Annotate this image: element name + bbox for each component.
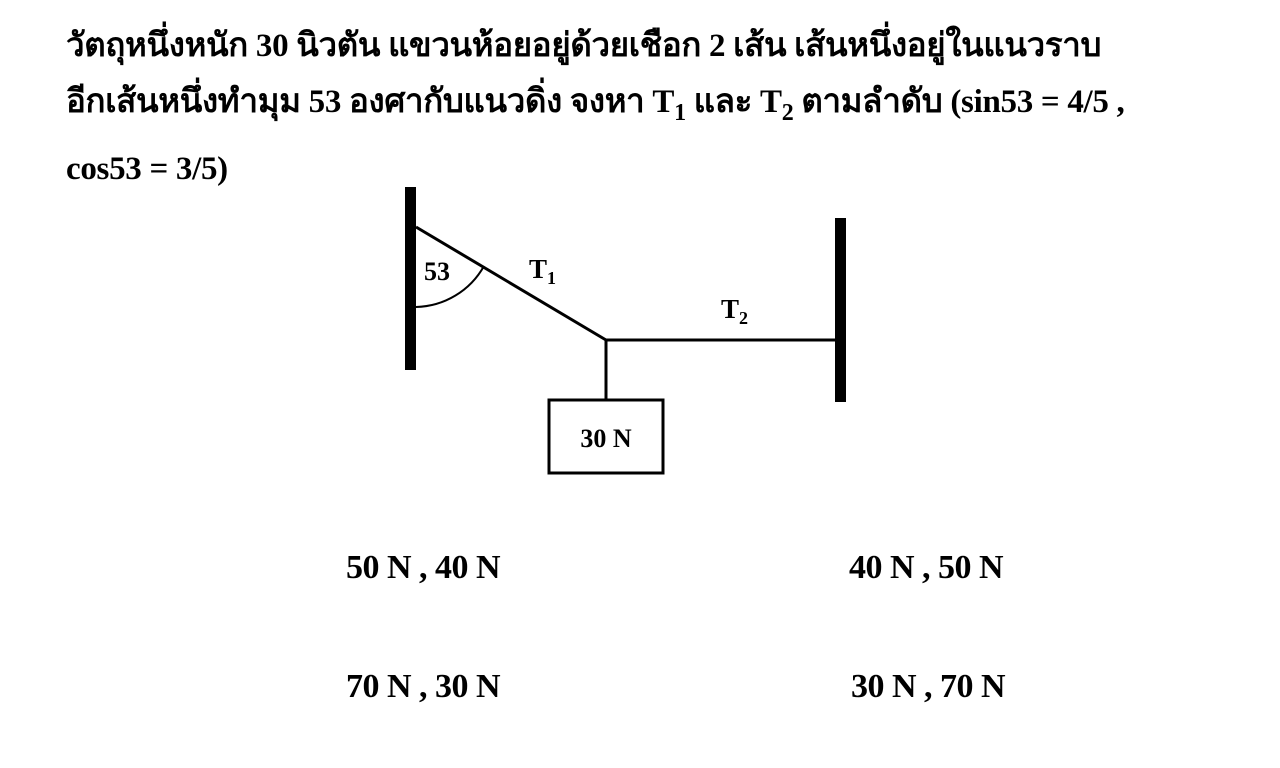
question-text: วัตถุหนึ่งหนัก 30 นิวตัน แขวนห้อยอยู่ด้ว…: [66, 18, 1226, 197]
choice-3[interactable]: 70 N , 30 N: [346, 668, 501, 705]
t1-subscript: 1: [674, 100, 686, 126]
left-wall: [405, 187, 416, 370]
question-line-3: cos53 = 3/5): [66, 151, 228, 187]
angle-label: 53: [424, 257, 450, 286]
t1-label-letter: T: [529, 254, 547, 284]
right-wall: [835, 218, 846, 402]
question-line-1: วัตถุหนึ่งหนัก 30 นิวตัน แขวนห้อยอยู่ด้ว…: [66, 28, 1102, 64]
question-line-2-start: อีกเส้นหนึ่งทำมุม 53 องศากับแนวดิ่ง จงหา…: [66, 84, 675, 120]
weight-box: [547, 398, 665, 475]
t1-label-subscript: 1: [547, 268, 556, 288]
choice-4[interactable]: 30 N , 70 N: [851, 668, 1006, 705]
rope-t1: [415, 225, 607, 342]
weight-label: 30 N: [580, 424, 632, 453]
choice-2[interactable]: 40 N , 50 N: [849, 549, 1004, 586]
t2-label: T2: [721, 294, 748, 328]
question-line-2-middle: และ T: [685, 84, 782, 120]
angle-arc: [415, 265, 485, 308]
t1-label: T1: [529, 254, 556, 288]
t2-label-subscript: 2: [739, 308, 748, 328]
choice-1[interactable]: 50 N , 40 N: [346, 549, 501, 586]
t2-label-letter: T: [721, 294, 739, 324]
question-line-2: อีกเส้นหนึ่งทำมุม 53 องศากับแนวดิ่ง จงหา…: [66, 74, 1226, 141]
question-line-2-end: ตามลำดับ (sin53 = 4/5 ,: [793, 84, 1125, 120]
t2-subscript: 2: [781, 100, 794, 126]
